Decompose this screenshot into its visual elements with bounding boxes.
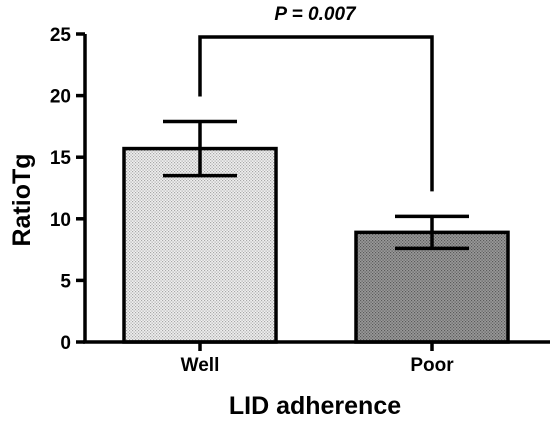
significance-annotation: P = 0.007 [274,4,357,25]
bar-well [122,146,278,344]
error-bar-poor [395,214,469,251]
x-tick-label-well: Well [181,355,220,376]
y-tick-label-10: 10 [50,210,71,231]
y-tick-label-0: 0 [60,333,71,354]
y-tick-label-5: 5 [60,271,71,292]
x-axis-title: LID adherence [229,392,401,420]
bar-poor [354,230,510,344]
x-tick-label-poor: Poor [410,355,454,376]
y-tick-label-20: 20 [50,87,71,108]
significance-bracket [198,35,434,192]
y-tick-label-15: 15 [50,148,72,169]
error-bar-well [163,119,237,178]
y-tick-label-25: 25 [50,25,72,46]
y-axis-title: RatioTg [8,153,36,246]
